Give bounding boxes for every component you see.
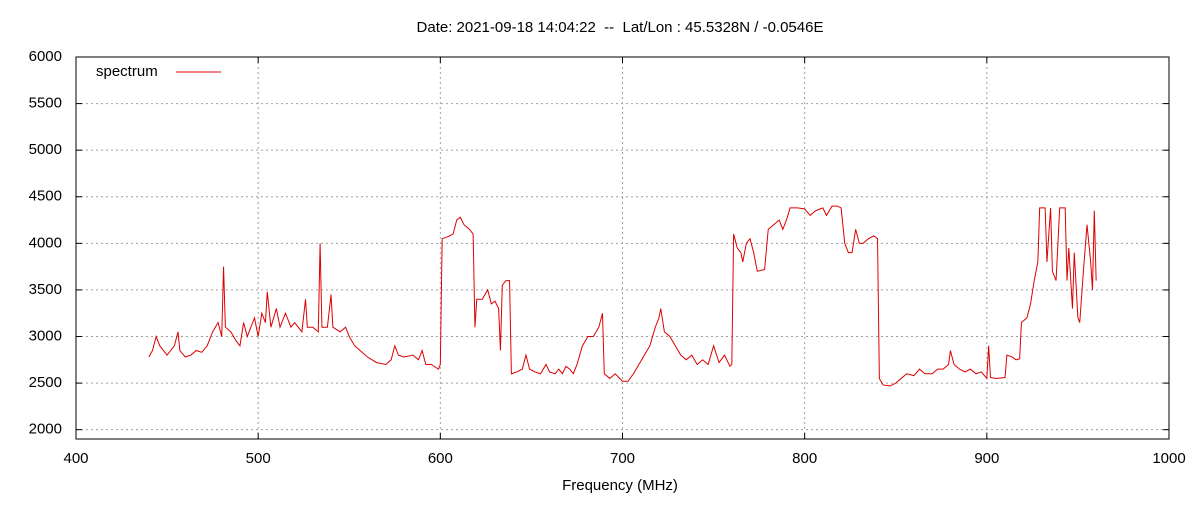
y-tick-label: 4500 <box>29 188 62 205</box>
y-tick-label: 2500 <box>29 374 62 391</box>
y-tick-label: 5500 <box>29 95 62 112</box>
x-axis-label: Frequency (MHz) <box>562 477 678 494</box>
chart-title: Date: 2021-09-18 14:04:22 -- Lat/Lon : 4… <box>417 19 824 36</box>
x-tick-label: 400 <box>63 450 88 467</box>
legend-label: spectrum <box>96 63 158 80</box>
y-tick-label: 3500 <box>29 281 62 298</box>
y-tick-label: 5000 <box>29 141 62 158</box>
x-tick-label: 600 <box>428 450 453 467</box>
y-tick-label: 6000 <box>29 48 62 65</box>
plot-frame <box>75 56 1170 440</box>
y-tick-label: 2000 <box>29 421 62 438</box>
x-tick-label: 800 <box>792 450 817 467</box>
x-tick-label: 900 <box>974 450 999 467</box>
x-tick-label: 1000 <box>1152 450 1185 467</box>
line-series <box>148 205 1097 387</box>
y-tick-label: 4000 <box>29 234 62 251</box>
y-tick-label: 3000 <box>29 327 62 344</box>
x-tick-label: 500 <box>246 450 271 467</box>
x-tick-label: 700 <box>610 450 635 467</box>
